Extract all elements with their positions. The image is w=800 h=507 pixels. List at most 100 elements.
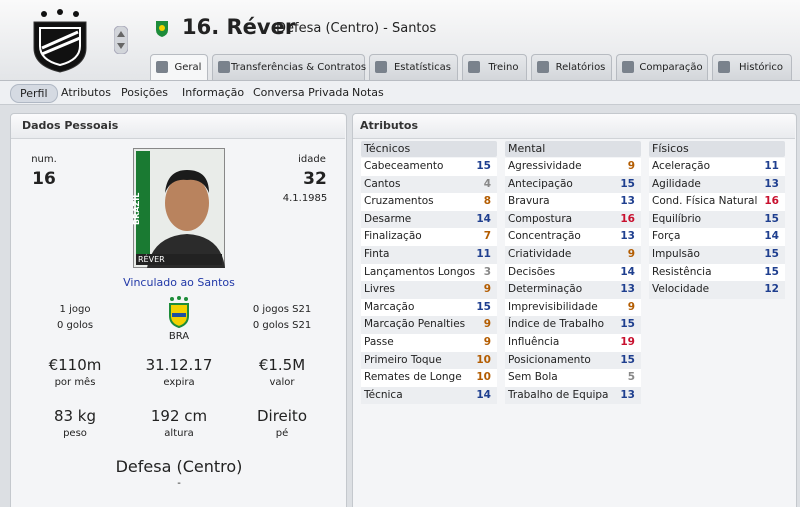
attribute-name: Primeiro Toque <box>364 353 442 366</box>
attribute-row <box>505 334 641 352</box>
tab-icon <box>718 61 730 73</box>
attribute-name: Cantos <box>364 177 401 190</box>
stat-value: €1.5M <box>258 356 306 374</box>
subtab[interactable]: Informação <box>182 86 245 99</box>
club-link[interactable]: Vinculado ao Santos <box>123 276 235 289</box>
attribute-row <box>361 246 497 264</box>
panel-header <box>353 114 795 139</box>
attribute-name: Posicionamento <box>508 353 591 366</box>
nav-arrows[interactable] <box>114 26 128 54</box>
stat-value: 192 cm <box>150 407 208 425</box>
player-photo <box>133 148 225 268</box>
stat-label: por mês <box>54 377 96 388</box>
attribute-value: 19 <box>620 336 635 348</box>
stat-value: 83 kg <box>53 407 97 425</box>
nation-icon <box>156 21 168 37</box>
attribute-row <box>505 351 641 370</box>
stat-label: pé <box>275 428 289 439</box>
tab-icon <box>375 61 387 73</box>
stat-value: Direito <box>256 407 307 425</box>
page-title: 16. Réver <box>182 15 296 39</box>
attribute-value: 15 <box>764 265 779 278</box>
attribute-value: 14 <box>476 212 491 225</box>
tab[interactable]: Transferências & Contratos <box>212 54 366 80</box>
stat-label: altura <box>164 428 194 439</box>
attribute-row <box>649 193 785 211</box>
attribute-name: Bravura <box>508 195 550 208</box>
attribute-name: Concentração <box>508 230 581 243</box>
attribute-row <box>361 316 497 334</box>
stat-value: €110m <box>48 356 102 374</box>
page-subtitle: Defesa (Centro) - Santos <box>276 21 437 36</box>
attribute-name: Agilidade <box>652 177 701 190</box>
attribute-row <box>361 228 497 246</box>
attribute-name: Índice de Trabalho <box>508 318 605 331</box>
attribute-name: Marcação <box>364 300 415 313</box>
attribute-name: Cruzamentos <box>364 195 434 208</box>
attribute-row <box>649 175 785 194</box>
attribute-value: 9 <box>627 248 635 260</box>
attribute-value: 9 <box>627 160 635 172</box>
attribute-name: Lançamentos Longos <box>364 265 476 278</box>
attribute-value: 14 <box>476 388 491 401</box>
tab[interactable]: Estatísticas <box>369 54 458 80</box>
position: Defesa (Centro) <box>115 457 243 476</box>
attribute-value: 16 <box>620 212 635 225</box>
attribute-value: 4 <box>483 177 491 190</box>
attribute-name: Determinação <box>508 283 583 296</box>
attribute-name: Livres <box>364 283 395 296</box>
tab-icon <box>468 61 480 73</box>
attribute-value: 15 <box>620 177 635 190</box>
subtab[interactable]: Atributos <box>61 86 111 99</box>
subnav-bar <box>0 81 800 105</box>
attribute-row <box>361 386 497 405</box>
attribute-row <box>361 298 497 317</box>
federation-crest <box>169 296 189 328</box>
nation: BRA <box>168 331 190 342</box>
attribute-row <box>505 281 641 299</box>
attribute-value: 14 <box>764 230 779 243</box>
attribute-name: Decisões <box>508 265 556 278</box>
age-label: idade <box>298 154 326 165</box>
attribute-row <box>505 369 641 387</box>
attribute-row <box>505 193 641 211</box>
attribute-name: Passe <box>364 336 394 348</box>
birth-date: 4.1.1985 <box>282 193 328 204</box>
attribute-value: 15 <box>476 300 491 313</box>
age: 32 <box>303 169 327 189</box>
tab-icon <box>156 61 168 73</box>
attribute-name: Resistência <box>652 265 712 278</box>
attribute-row <box>649 158 785 176</box>
subtab[interactable]: Conversa Privada <box>253 86 350 99</box>
attribute-name: Imprevisibilidade <box>508 300 598 313</box>
attribute-value: 9 <box>627 300 635 313</box>
attribute-row <box>361 210 497 229</box>
attribute-name: Compostura <box>508 212 573 225</box>
group-header: Mental <box>505 141 641 157</box>
panel-title: Atributos <box>360 119 419 132</box>
attribute-row <box>361 175 497 194</box>
attribute-value: 13 <box>620 388 635 401</box>
number-label: num. <box>31 154 57 165</box>
club-crest <box>33 9 87 73</box>
attribute-row <box>505 228 641 246</box>
group-header: Físicos <box>649 141 785 157</box>
stat-label: valor <box>269 377 295 388</box>
subtab[interactable]: Notas <box>352 86 384 99</box>
attribute-value: 10 <box>476 371 491 384</box>
attribute-name: Finalização <box>364 230 422 243</box>
subtab[interactable]: Posições <box>121 86 169 99</box>
tab[interactable]: Relatórios <box>531 54 612 80</box>
attribute-value: 9 <box>483 283 491 296</box>
attribute-name: Força <box>652 230 681 243</box>
tab[interactable]: Treino <box>462 54 527 80</box>
attribute-row <box>361 369 497 387</box>
tab-icon <box>218 61 230 73</box>
attribute-name: Remates de Longe <box>364 371 462 384</box>
attribute-value: 13 <box>764 177 779 190</box>
attribute-value: 7 <box>483 230 491 243</box>
subtab[interactable]: Perfil <box>10 84 58 103</box>
attribute-name: Trabalho de Equipa <box>508 388 609 401</box>
tab-icon <box>622 61 634 73</box>
attribute-row <box>361 193 497 211</box>
